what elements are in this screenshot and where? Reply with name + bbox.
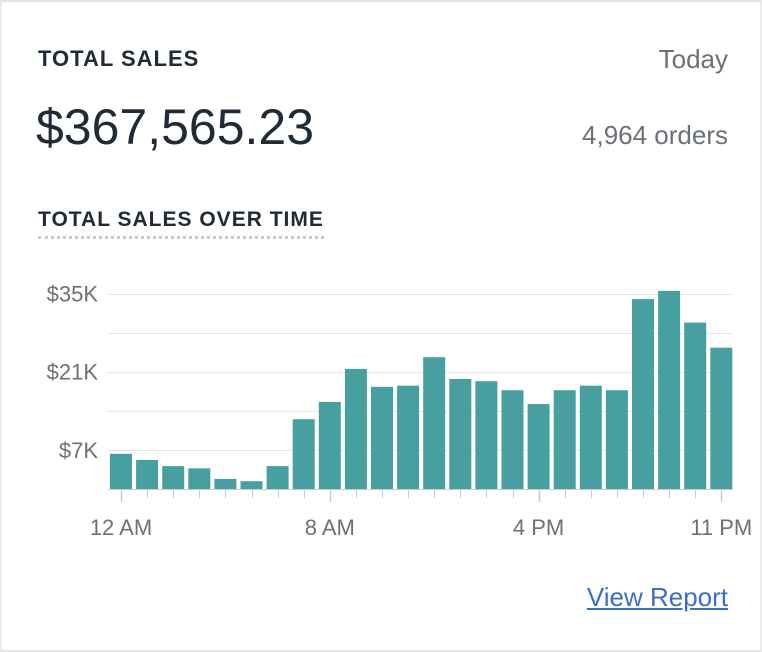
bar[interactable] bbox=[371, 386, 393, 489]
x-tick-label: 8 AM bbox=[305, 515, 355, 540]
bar[interactable] bbox=[527, 404, 550, 489]
bar[interactable] bbox=[110, 453, 132, 489]
bar[interactable] bbox=[397, 385, 420, 489]
bar[interactable] bbox=[579, 385, 602, 489]
bar[interactable] bbox=[553, 390, 576, 489]
y-tick-label: $21K bbox=[47, 360, 99, 385]
bar[interactable] bbox=[501, 390, 524, 489]
bar[interactable] bbox=[475, 381, 498, 489]
chart-bars bbox=[110, 290, 733, 489]
sales-over-time-chart: $7K $21K $35K 12 AM 8 AM 4 PM 11 PM bbox=[47, 282, 753, 540]
x-tick-label: 4 PM bbox=[513, 515, 564, 540]
period-label: Today bbox=[658, 44, 728, 74]
bar[interactable] bbox=[214, 478, 237, 489]
chart-gridlines bbox=[108, 294, 733, 451]
chart-x-tick-labels: 12 AM 8 AM 4 PM 11 PM bbox=[90, 515, 752, 540]
x-tick-label: 12 AM bbox=[90, 515, 152, 540]
chart-title[interactable]: TOTAL SALES OVER TIME bbox=[38, 208, 324, 239]
bar[interactable] bbox=[423, 357, 446, 489]
total-sales-value: $367,565.23 bbox=[36, 99, 315, 155]
bar[interactable] bbox=[318, 401, 341, 489]
bar[interactable] bbox=[344, 368, 367, 489]
bar[interactable] bbox=[240, 481, 263, 489]
bar[interactable] bbox=[684, 322, 707, 489]
bar[interactable] bbox=[658, 290, 681, 489]
y-tick-label: $7K bbox=[59, 438, 98, 463]
chart-x-axis bbox=[108, 489, 733, 502]
bar[interactable] bbox=[632, 299, 654, 489]
card-title: TOTAL SALES bbox=[38, 46, 200, 71]
bar[interactable] bbox=[162, 466, 185, 489]
bar[interactable] bbox=[449, 379, 472, 489]
view-report-link[interactable]: View Report bbox=[586, 582, 728, 612]
bar[interactable] bbox=[710, 347, 733, 489]
bar[interactable] bbox=[188, 468, 211, 489]
bar[interactable] bbox=[136, 460, 159, 489]
bar[interactable] bbox=[292, 419, 315, 489]
chart-y-tick-labels: $7K $21K $35K bbox=[47, 282, 99, 463]
orders-count: 4,964 orders bbox=[582, 120, 728, 150]
y-tick-label: $35K bbox=[47, 282, 99, 307]
bar[interactable] bbox=[266, 466, 289, 489]
x-tick-label: 11 PM bbox=[690, 515, 752, 540]
bar[interactable] bbox=[605, 390, 628, 489]
